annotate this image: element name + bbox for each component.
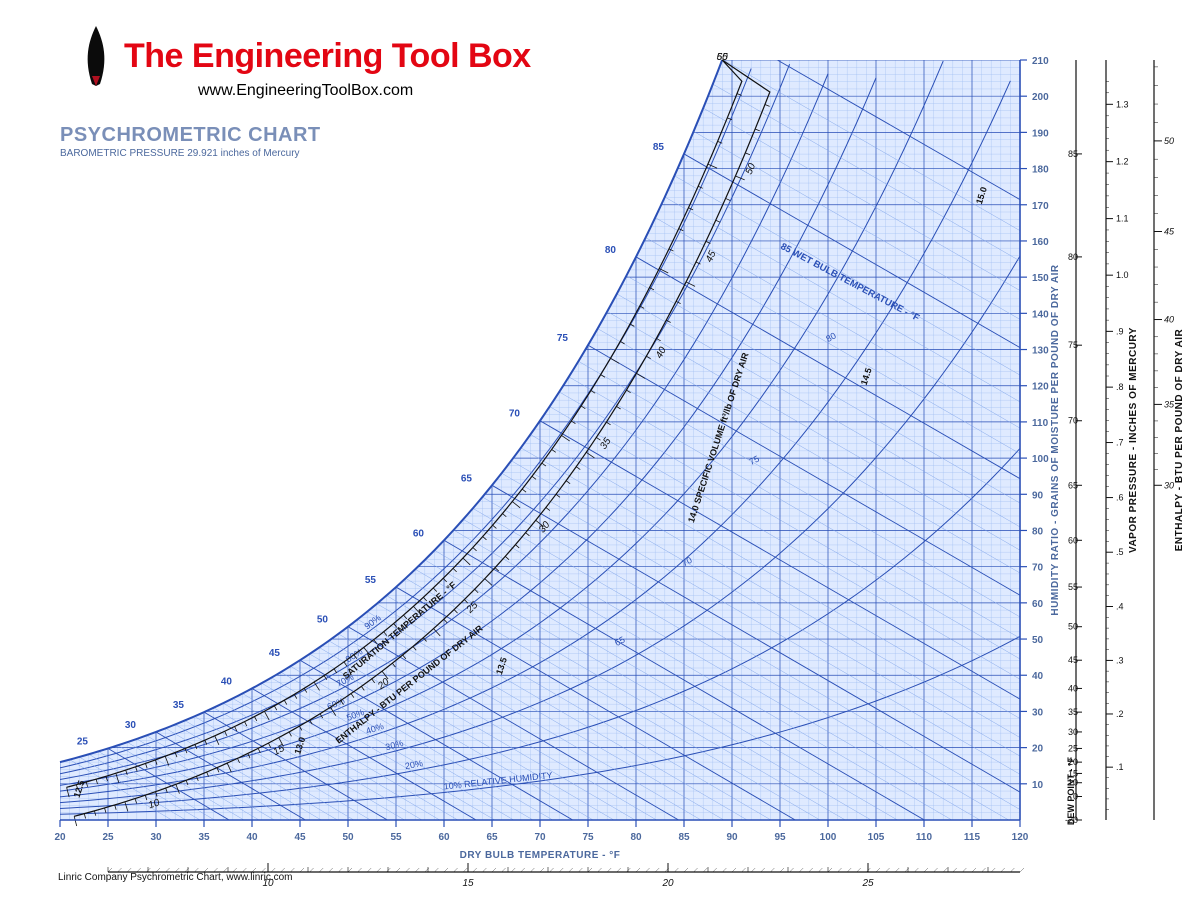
svg-text:1.3: 1.3 <box>1116 99 1129 109</box>
svg-text:.2: .2 <box>1116 709 1124 719</box>
svg-text:40: 40 <box>246 832 258 843</box>
svg-text:55: 55 <box>390 832 402 843</box>
svg-text:.4: .4 <box>1116 602 1124 612</box>
svg-text:95: 95 <box>774 832 786 843</box>
svg-text:75: 75 <box>1068 340 1078 350</box>
svg-text:150: 150 <box>1032 273 1049 284</box>
svg-text:90: 90 <box>726 832 738 843</box>
svg-text:30: 30 <box>150 832 162 843</box>
svg-text:65: 65 <box>461 473 473 484</box>
svg-text:60: 60 <box>1068 535 1078 545</box>
svg-text:50: 50 <box>1164 136 1174 146</box>
svg-text:100: 100 <box>820 832 837 843</box>
svg-text:75: 75 <box>582 832 594 843</box>
svg-text:35: 35 <box>173 700 185 711</box>
svg-text:30: 30 <box>1032 707 1044 718</box>
svg-text:55: 55 <box>365 575 377 586</box>
psychrometric-chart: 10% RELATIVE HUMIDITY20%30%40%50%60%70%8… <box>0 0 1200 924</box>
svg-text:80: 80 <box>605 245 617 256</box>
svg-text:75: 75 <box>557 333 569 344</box>
svg-text:50: 50 <box>342 832 354 843</box>
svg-text:40: 40 <box>221 676 233 687</box>
svg-text:30: 30 <box>125 720 137 731</box>
svg-text:.1: .1 <box>1116 762 1124 772</box>
svg-text:190: 190 <box>1032 128 1049 139</box>
svg-text:70: 70 <box>1068 416 1078 426</box>
svg-text:30: 30 <box>1164 480 1174 490</box>
svg-text:110: 110 <box>916 832 933 843</box>
svg-text:120: 120 <box>1032 382 1049 393</box>
svg-text:45: 45 <box>1068 655 1078 665</box>
svg-text:200: 200 <box>1032 92 1049 103</box>
svg-text:40: 40 <box>1068 683 1078 693</box>
svg-text:25: 25 <box>861 878 874 889</box>
svg-text:35: 35 <box>198 832 210 843</box>
svg-text:60: 60 <box>413 528 425 539</box>
svg-text:85: 85 <box>678 832 690 843</box>
svg-text:210: 210 <box>1032 56 1049 67</box>
svg-text:DRY BULB TEMPERATURE - °F: DRY BULB TEMPERATURE - °F <box>460 850 621 861</box>
svg-text:55: 55 <box>1068 582 1078 592</box>
svg-text:40: 40 <box>1032 671 1044 682</box>
svg-text:50: 50 <box>1068 622 1078 632</box>
svg-text:60: 60 <box>717 52 729 63</box>
svg-text:80: 80 <box>1032 526 1044 537</box>
svg-text:110: 110 <box>1032 418 1049 429</box>
svg-text:30: 30 <box>1068 727 1078 737</box>
svg-text:20: 20 <box>54 832 66 843</box>
svg-text:25: 25 <box>1068 743 1078 753</box>
svg-text:70: 70 <box>509 409 521 420</box>
svg-text:.3: .3 <box>1116 655 1124 665</box>
svg-text:45: 45 <box>269 648 281 659</box>
svg-text:20: 20 <box>661 878 674 889</box>
svg-text:65: 65 <box>1068 480 1078 490</box>
svg-text:105: 105 <box>868 832 885 843</box>
svg-text:65: 65 <box>486 832 498 843</box>
credit-line: Linric Company Psychrometric Chart, www.… <box>58 872 293 883</box>
svg-text:160: 160 <box>1032 237 1049 248</box>
svg-text:140: 140 <box>1032 309 1049 320</box>
svg-text:40: 40 <box>1164 315 1174 325</box>
svg-text:VAPOR PRESSURE - INCHES OF MER: VAPOR PRESSURE - INCHES OF MERCURY <box>1128 327 1139 553</box>
svg-text:85: 85 <box>653 142 665 153</box>
svg-text:130: 130 <box>1032 346 1049 357</box>
svg-text:.7: .7 <box>1116 438 1124 448</box>
svg-text:70: 70 <box>534 832 546 843</box>
svg-text:25: 25 <box>77 736 89 747</box>
svg-text:.8: .8 <box>1116 382 1124 392</box>
svg-text:.9: .9 <box>1116 326 1124 336</box>
svg-text:180: 180 <box>1032 165 1049 176</box>
svg-text:20: 20 <box>1032 744 1044 755</box>
svg-text:25: 25 <box>102 832 114 843</box>
svg-text:60: 60 <box>438 832 450 843</box>
svg-text:1.1: 1.1 <box>1116 214 1129 224</box>
svg-text:45: 45 <box>294 832 306 843</box>
svg-text:35: 35 <box>1068 707 1078 717</box>
svg-text:100: 100 <box>1032 454 1049 465</box>
svg-text:HUMIDITY RATIO - GRAINS OF MOI: HUMIDITY RATIO - GRAINS OF MOISTURE PER … <box>1050 264 1061 615</box>
svg-text:60: 60 <box>1032 599 1044 610</box>
svg-text:80: 80 <box>630 832 642 843</box>
svg-text:ENTHALPY - BTU PER POUND OF DR: ENTHALPY - BTU PER POUND OF DRY AIR <box>1174 328 1185 551</box>
svg-text:10: 10 <box>1032 780 1044 791</box>
svg-text:115: 115 <box>964 832 981 843</box>
svg-text:90: 90 <box>1032 490 1044 501</box>
svg-text:1.2: 1.2 <box>1116 157 1129 167</box>
svg-text:.5: .5 <box>1116 547 1124 557</box>
svg-text:170: 170 <box>1032 201 1049 212</box>
svg-text:50: 50 <box>317 615 329 626</box>
svg-text:1.0: 1.0 <box>1116 270 1129 280</box>
svg-text:50: 50 <box>1032 635 1044 646</box>
svg-text:80: 80 <box>1068 252 1078 262</box>
svg-text:.6: .6 <box>1116 493 1124 503</box>
svg-text:120: 120 <box>1012 832 1029 843</box>
svg-text:70: 70 <box>1032 563 1044 574</box>
svg-text:DEW POINT - °F: DEW POINT - °F <box>1066 756 1076 825</box>
svg-text:45: 45 <box>1164 226 1175 236</box>
svg-text:15: 15 <box>462 878 474 889</box>
svg-text:85: 85 <box>1068 149 1078 159</box>
